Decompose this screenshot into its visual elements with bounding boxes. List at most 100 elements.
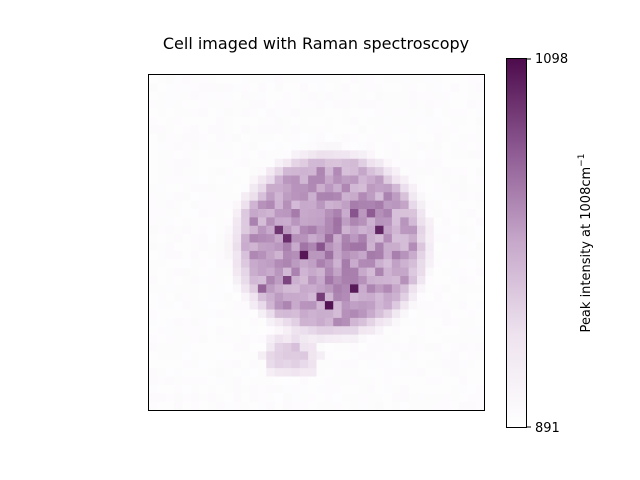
heatmap-cell [450, 150, 460, 160]
heatmap-cell [224, 393, 234, 403]
heatmap-cell [425, 359, 435, 369]
heatmap-cell [417, 116, 426, 126]
heatmap-cell [341, 75, 351, 84]
heatmap-cell [232, 359, 242, 369]
heatmap-cell [400, 108, 410, 118]
heatmap-cell [366, 133, 376, 143]
heatmap-cell [417, 284, 426, 294]
heatmap-cell [333, 225, 343, 235]
heatmap-cell [467, 401, 477, 411]
heatmap-cell [182, 292, 192, 302]
heatmap-cell [165, 75, 175, 84]
heatmap-cell [333, 217, 343, 227]
heatmap-cell [324, 384, 334, 394]
heatmap-cell [433, 209, 443, 218]
heatmap-cell [408, 209, 418, 218]
heatmap-cell [232, 83, 242, 93]
heatmap-cell [366, 209, 376, 218]
heatmap-cell [190, 376, 200, 386]
colorbar-label: Peak intensity at 1008cm−1 [577, 154, 594, 333]
heatmap-cell [324, 167, 334, 176]
heatmap-cell [475, 75, 485, 84]
heatmap-cell [408, 75, 418, 84]
heatmap-cell [450, 125, 460, 135]
heatmap-cell [283, 309, 292, 319]
heatmap-cell [283, 83, 292, 93]
heatmap-cell [190, 250, 200, 260]
heatmap-cell [458, 301, 468, 310]
heatmap-cell [467, 209, 477, 218]
heatmap-cell [475, 175, 485, 185]
heatmap-cell [182, 167, 192, 176]
heatmap-cell [232, 292, 242, 302]
heatmap-cell [400, 183, 410, 193]
heatmap-cell [182, 175, 192, 185]
heatmap-cell [199, 359, 209, 369]
heatmap-cell [358, 183, 368, 193]
heatmap-cell [324, 250, 334, 260]
heatmap-cell [283, 125, 292, 135]
heatmap-cell [366, 343, 376, 352]
heatmap-cell [241, 91, 250, 101]
heatmap-cell [450, 317, 460, 327]
heatmap-cell [350, 359, 359, 369]
heatmap-cell [324, 234, 334, 243]
heatmap-cell [257, 393, 267, 403]
heatmap-cell [442, 83, 451, 93]
heatmap-cell [458, 250, 468, 260]
heatmap-cell [366, 309, 376, 319]
heatmap-cell [232, 142, 242, 151]
heatmap-cell [442, 167, 451, 176]
heatmap-cell [333, 200, 343, 210]
heatmap-cell [257, 309, 267, 319]
heatmap-cell [199, 175, 209, 185]
heatmap-cell [182, 217, 192, 227]
heatmap-cell [199, 83, 209, 93]
heatmap-cell [350, 100, 359, 109]
heatmap-cell [358, 334, 368, 344]
heatmap-cell [375, 83, 384, 93]
heatmap-cell [216, 284, 225, 294]
heatmap-cell [400, 75, 410, 84]
heatmap-cell [358, 301, 368, 310]
heatmap-cell [391, 200, 401, 210]
colorbar [506, 58, 527, 428]
heatmap-cell [433, 334, 443, 344]
heatmap-cell [283, 116, 292, 126]
heatmap-cell [283, 234, 292, 243]
heatmap-cell [458, 91, 468, 101]
heatmap-cell [232, 192, 242, 202]
heatmap-cell [316, 351, 326, 361]
heatmap-cell [408, 167, 418, 176]
heatmap-cell [199, 326, 209, 336]
heatmap-cell [224, 175, 234, 185]
heatmap-cell [266, 234, 276, 243]
heatmap-cell [232, 209, 242, 218]
heatmap-cell [149, 175, 158, 185]
heatmap-cell [241, 393, 250, 403]
heatmap-cell [324, 343, 334, 352]
heatmap-cell [274, 125, 284, 135]
heatmap-cell [425, 393, 435, 403]
heatmap-cell [224, 368, 234, 377]
heatmap-cell [433, 292, 443, 302]
heatmap-cell [467, 284, 477, 294]
heatmap-cell [216, 292, 225, 302]
heatmap-cell [157, 158, 167, 168]
heatmap-cell [174, 125, 183, 135]
heatmap-cell [149, 326, 158, 336]
heatmap-cell [274, 276, 284, 285]
heatmap-cell [417, 225, 426, 235]
heatmap-cell [224, 334, 234, 344]
heatmap-cell [467, 91, 477, 101]
heatmap-cell [299, 376, 309, 386]
heatmap-cell [408, 217, 418, 227]
heatmap-cell [207, 393, 217, 403]
heatmap-cell [341, 301, 351, 310]
heatmap-cell [333, 276, 343, 285]
heatmap-cell [366, 116, 376, 126]
heatmap-cell [291, 242, 301, 252]
heatmap-cell [350, 267, 359, 277]
heatmap-cell [391, 267, 401, 277]
heatmap-cell [232, 242, 242, 252]
